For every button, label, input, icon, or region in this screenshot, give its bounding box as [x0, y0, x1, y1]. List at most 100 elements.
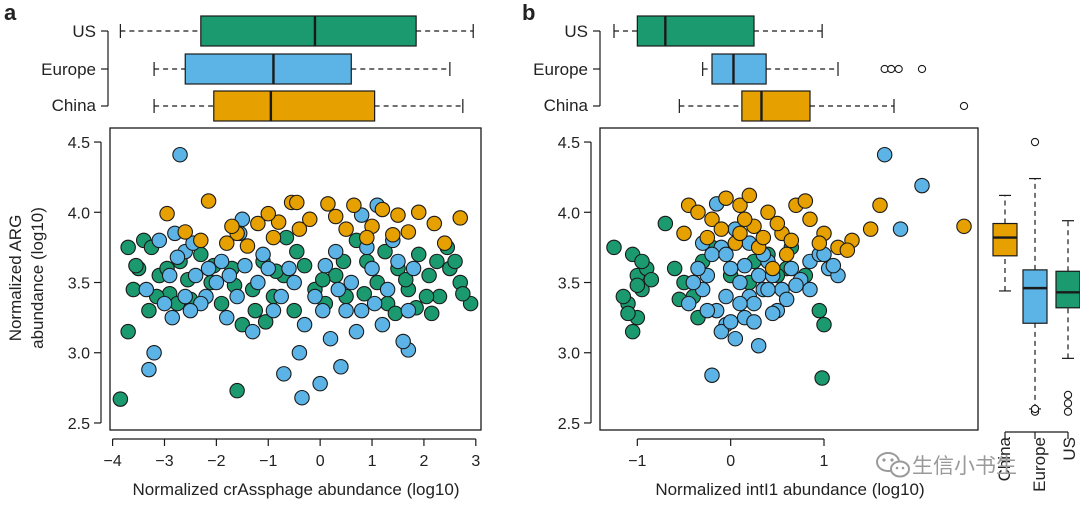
x-tick-label: −1	[259, 453, 277, 470]
data-point-china	[676, 225, 692, 242]
watermark: 生信小书生	[876, 452, 1017, 478]
box-outlier	[959, 101, 969, 111]
panel-a-box-labels: US Europe China	[41, 22, 96, 115]
data-point-china	[732, 197, 748, 214]
panel-a: −4 −3 −2 −1 0 1 2 3 2.5 3.0 3.5 4.0 4.5	[68, 15, 482, 470]
data-point-china	[872, 197, 888, 214]
data-point-europe	[161, 267, 178, 284]
data-point-europe	[286, 274, 302, 291]
data-point-china	[346, 197, 362, 214]
data-point-china	[270, 214, 287, 230]
data-point-europe	[338, 302, 354, 319]
data-point-europe	[250, 274, 266, 291]
data-point-us	[398, 271, 414, 288]
data-point-us	[629, 277, 646, 294]
data-point-europe	[366, 295, 383, 312]
y-tick-label: 2.5	[558, 416, 580, 433]
boxplot-europe	[101, 53, 451, 85]
series-us	[112, 229, 479, 407]
data-point-china	[436, 235, 453, 251]
box-label-europe: Europe	[41, 60, 96, 79]
data-point-us	[125, 281, 142, 298]
data-point-us	[120, 323, 136, 340]
data-point-europe	[213, 253, 230, 270]
series-europe	[680, 146, 930, 383]
series-europe	[138, 146, 422, 406]
data-point-us	[278, 229, 295, 246]
data-point-europe	[685, 274, 702, 291]
data-point-china	[224, 218, 240, 235]
side-box-outlier	[1030, 404, 1040, 414]
x-tick-label: 2	[419, 453, 428, 470]
data-point-europe	[405, 260, 422, 277]
data-point-us	[141, 302, 157, 319]
data-point-china	[811, 235, 828, 251]
x-axis: −1 0 1	[628, 438, 829, 470]
x-axis-label-a: Normalized crAssphage abundance (log10)	[133, 480, 460, 499]
y-tick-label: 3.5	[558, 276, 580, 293]
data-point-europe	[680, 295, 697, 312]
data-point-china	[327, 208, 344, 225]
side-box-outlier	[1063, 399, 1073, 408]
y-axis: 2.5 3.0 3.5 4.0 4.5	[558, 135, 592, 433]
data-point-europe	[802, 281, 818, 298]
data-point-europe	[876, 146, 893, 163]
data-point-china	[956, 218, 972, 235]
data-point-europe	[200, 260, 217, 277]
data-point-us	[423, 305, 440, 322]
data-point-china	[741, 187, 758, 204]
data-point-europe	[273, 288, 289, 305]
data-point-china	[699, 229, 716, 246]
data-point-china	[291, 221, 308, 237]
data-point-us	[431, 288, 448, 305]
panel-b-box-labels: US Europe China	[533, 22, 588, 115]
x-tick-label: −3	[155, 453, 173, 470]
series-china	[676, 187, 972, 277]
data-point-europe	[722, 260, 739, 277]
data-point-china	[250, 215, 266, 232]
data-point-china	[718, 190, 734, 206]
data-point-europe	[151, 232, 168, 249]
data-point-europe	[229, 288, 245, 305]
data-point-europe	[169, 249, 186, 265]
plot-frame	[599, 127, 979, 431]
series-china	[159, 193, 468, 254]
data-point-us	[257, 314, 274, 330]
data-point-china	[177, 224, 193, 240]
y-axis-label-line1: Normalized ARG	[6, 215, 25, 342]
data-point-us	[421, 267, 437, 284]
data-point-europe	[736, 257, 753, 274]
box-label-us: US	[72, 22, 96, 41]
data-point-europe	[690, 260, 706, 277]
data-point-europe	[281, 260, 297, 277]
box-iqr	[711, 53, 767, 85]
side-box-iqr	[1055, 270, 1080, 309]
box-iqr	[636, 15, 755, 47]
data-point-us	[112, 391, 129, 407]
data-point-china	[760, 204, 776, 221]
data-point-china	[862, 221, 879, 237]
data-point-europe	[718, 246, 734, 263]
data-point-china	[783, 232, 800, 249]
data-point-china	[410, 204, 427, 221]
data-point-europe	[704, 367, 720, 383]
data-point-us	[620, 305, 636, 322]
data-point-china	[764, 260, 781, 277]
data-point-us	[447, 253, 463, 270]
data-point-europe	[718, 288, 734, 305]
data-point-us	[624, 323, 641, 340]
data-point-europe	[330, 281, 347, 298]
data-point-us	[247, 302, 264, 319]
data-point-china	[260, 205, 277, 222]
data-point-europe	[294, 389, 310, 406]
data-point-europe	[172, 146, 188, 163]
data-point-europe	[713, 323, 730, 340]
box-iqr	[200, 15, 417, 47]
data-point-europe	[317, 257, 334, 274]
side-label-us: US	[1060, 437, 1079, 461]
data-point-us	[128, 257, 144, 274]
side-box-outlier	[1030, 137, 1040, 147]
boxplot-europe	[593, 53, 927, 85]
x-tick-label: 1	[368, 453, 377, 470]
data-point-europe	[146, 344, 162, 361]
